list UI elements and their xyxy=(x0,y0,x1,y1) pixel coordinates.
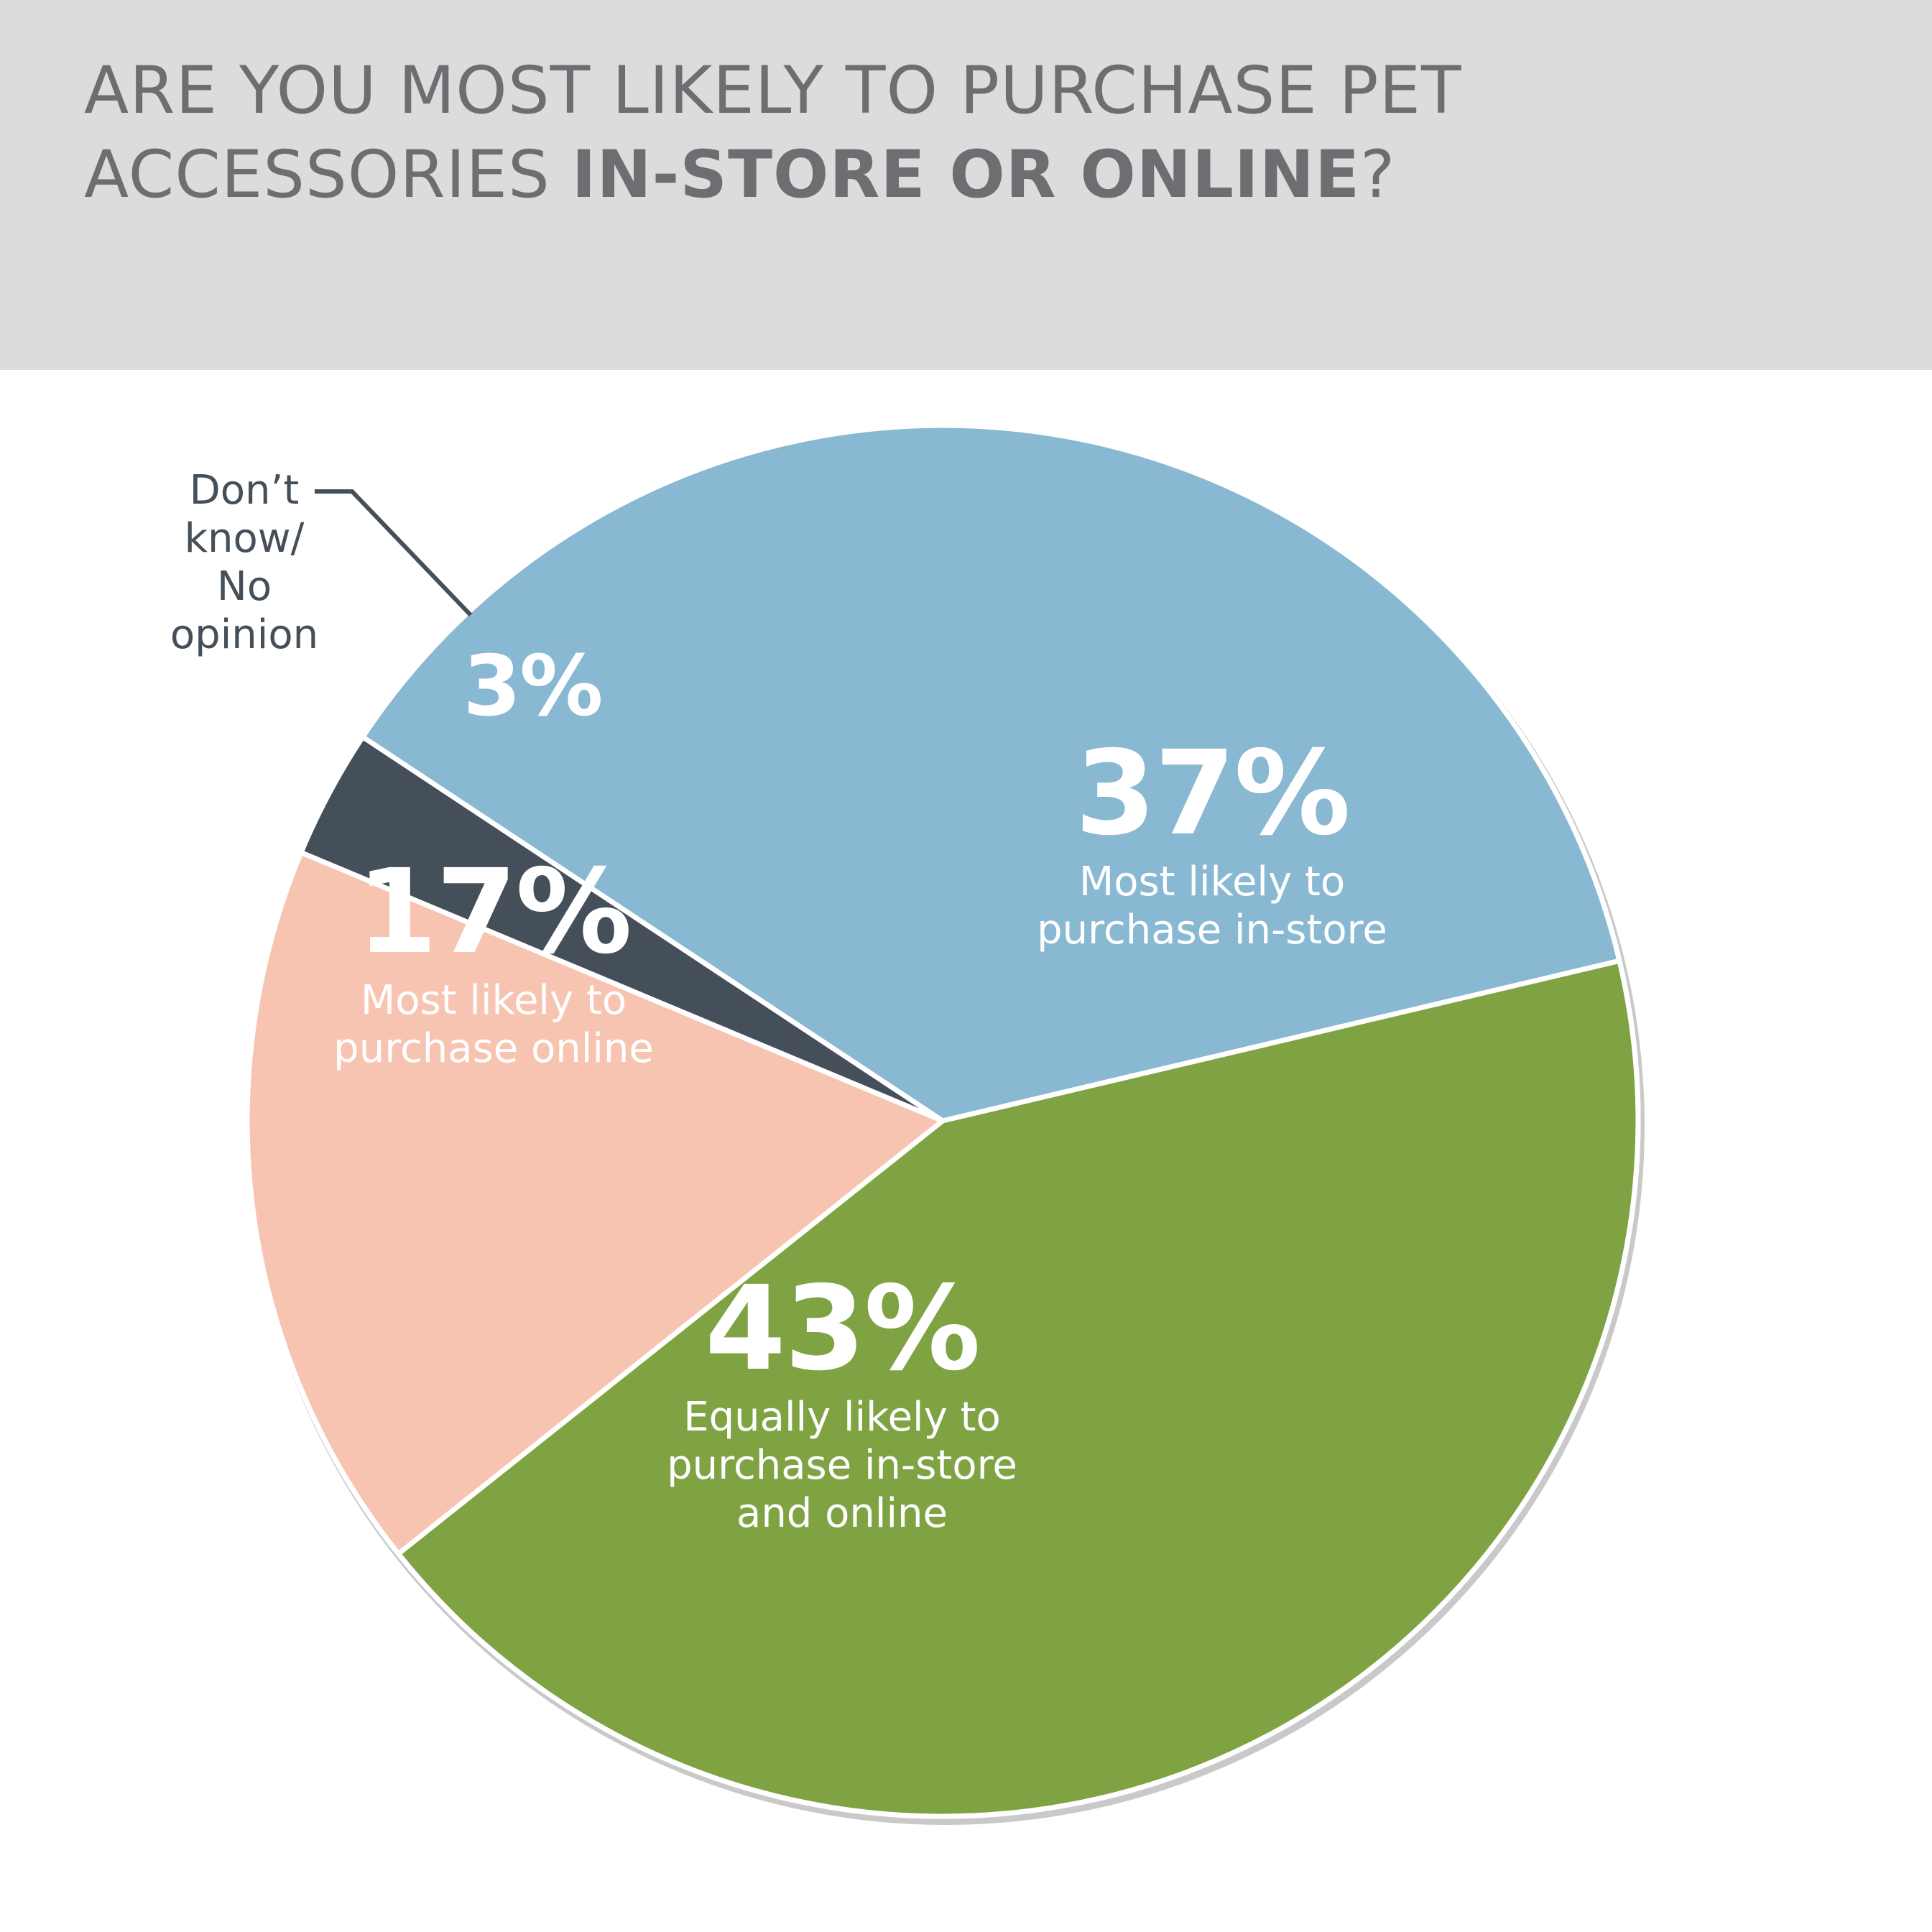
title-line-1: ARE YOU MOST LIKELY TO PURCHASE PET xyxy=(84,53,1462,129)
chart-title: ARE YOU MOST LIKELY TO PURCHASE PET ACCE… xyxy=(84,49,1866,217)
title-line-2-bold: IN-STORE OR ONLINE xyxy=(571,137,1361,213)
callout-label-line-2: know/ xyxy=(185,515,305,562)
slice-label-17-line-2: purchase online xyxy=(333,1025,654,1072)
slice-percent-37: 37% xyxy=(1075,726,1349,861)
pie-outline xyxy=(244,422,1641,1819)
header-band: ARE YOU MOST LIKELY TO PURCHASE PET ACCE… xyxy=(0,0,1932,370)
slice-label-43-line-3: and online xyxy=(736,1490,948,1537)
pie-slices xyxy=(244,422,1641,1819)
slice-percent-17: 17% xyxy=(356,845,631,980)
title-line-2-end: ? xyxy=(1360,137,1396,213)
slice-percent-43: 43% xyxy=(705,1262,979,1397)
slice-label-37-line-2: purchase in-store xyxy=(1037,907,1387,953)
title-line-2-regular: ACCESSORIES xyxy=(84,137,572,213)
callout-label-line-3: No xyxy=(217,563,272,610)
slice-label-17-line-1: Most likely to xyxy=(361,977,627,1024)
slice-percent-3: 3% xyxy=(463,638,602,735)
callout-label-line-1: Don’t xyxy=(190,467,300,514)
slice-label-43-line-1: Equally likely to xyxy=(683,1394,1001,1441)
callout-label-line-4: opinion xyxy=(170,611,318,658)
slice-label-43-line-2: purchase in-store xyxy=(667,1442,1017,1489)
slice-label-37-line-1: Most likely to xyxy=(1079,859,1345,905)
callout-leader-line xyxy=(315,489,473,617)
